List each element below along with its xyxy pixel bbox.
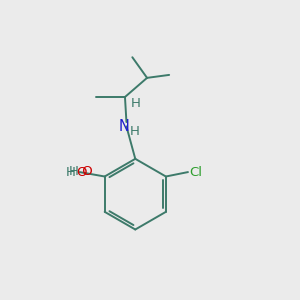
Text: H: H (68, 165, 78, 178)
Text: H: H (130, 125, 140, 138)
Text: H: H (131, 97, 141, 110)
Text: H: H (66, 166, 76, 178)
Text: Cl: Cl (189, 166, 203, 178)
Text: O: O (77, 166, 87, 178)
Text: N: N (119, 119, 130, 134)
Text: O: O (78, 165, 93, 178)
